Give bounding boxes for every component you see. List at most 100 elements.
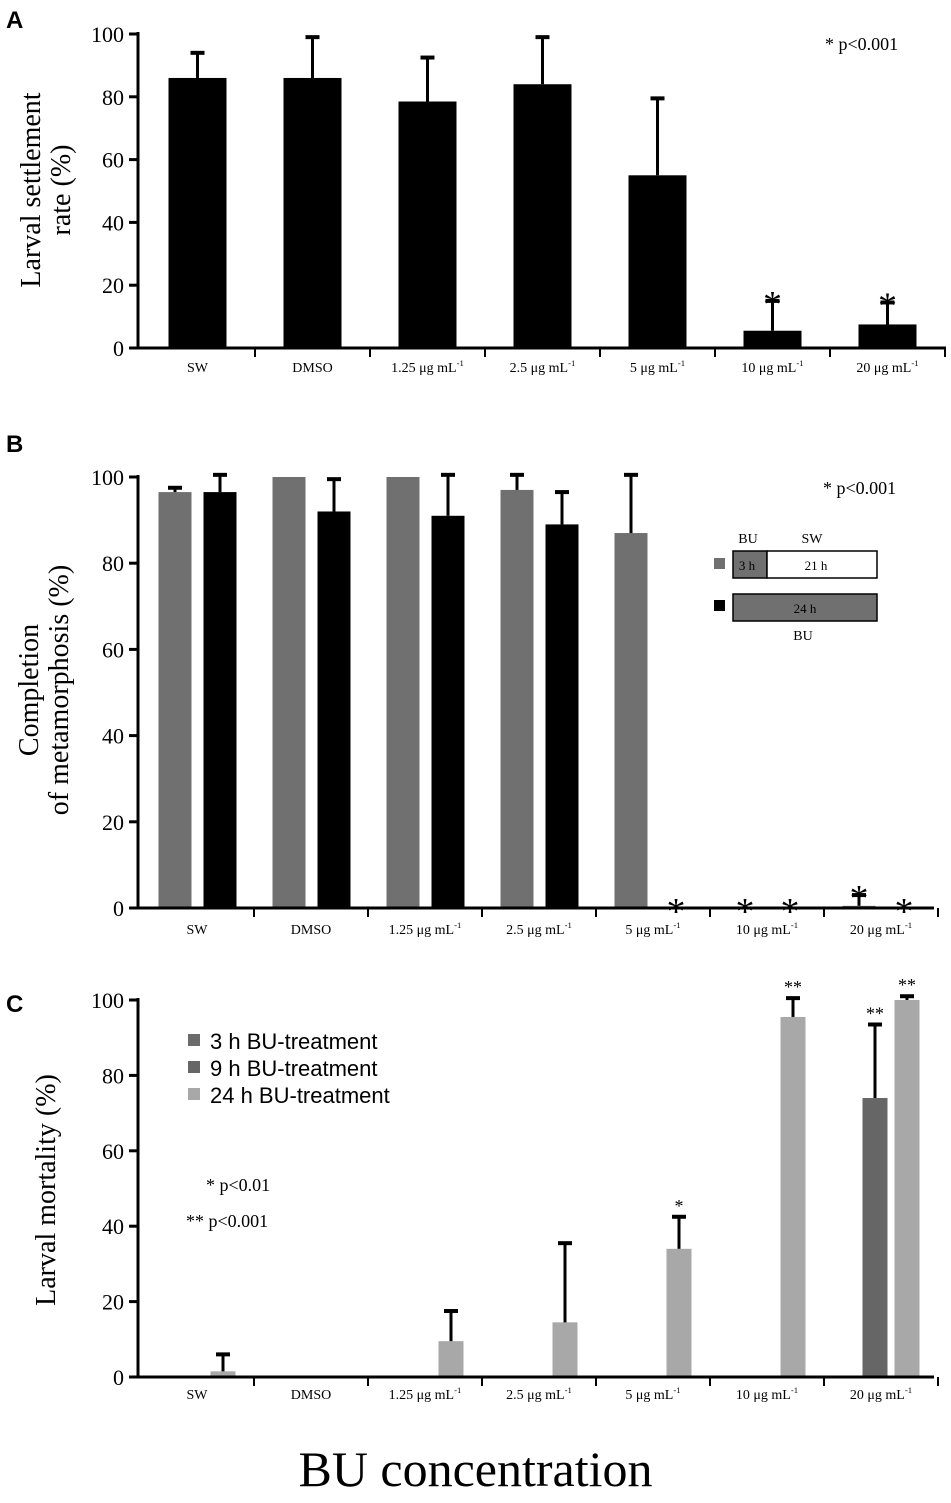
legend-swatch <box>188 1061 200 1073</box>
x-tick-label: DMSO <box>292 361 332 376</box>
bar <box>203 492 237 908</box>
bar <box>438 1341 464 1377</box>
significance-mark: ** <box>866 1004 884 1024</box>
significance-note: ** p<0.001 <box>186 1211 268 1231</box>
y-tick-label: 20 <box>102 273 124 298</box>
y-tick-label: 80 <box>102 85 124 110</box>
y-tick-label: 100 <box>91 22 124 47</box>
legend-label: 3 h BU-treatment <box>210 1029 378 1054</box>
x-tick-label: 1.25 μg mL-1 <box>391 358 464 376</box>
inset-3h-label: 3 h <box>739 558 756 573</box>
significance-mark: * <box>878 285 897 327</box>
y-tick-label: 100 <box>91 988 124 1013</box>
inset-21h-label: 21 h <box>805 558 828 573</box>
significance-mark: ** <box>784 977 802 997</box>
inset-bu-segment <box>732 550 768 579</box>
bar <box>862 1098 888 1377</box>
x-tick-label: 5 μg mL-1 <box>625 1385 680 1403</box>
bar <box>431 515 465 908</box>
y-axis-title: Larval settlement <box>16 92 47 287</box>
bar <box>858 324 917 348</box>
bar <box>780 1016 806 1377</box>
bar <box>513 84 572 349</box>
y-axis-title: Larval mortality (%) <box>31 1074 62 1306</box>
x-tick-label: SW <box>187 923 209 938</box>
y-tick-label: 80 <box>102 1063 124 1088</box>
y-tick-label: 0 <box>113 896 124 921</box>
y-tick-label: 20 <box>102 1290 124 1315</box>
y-tick-label: 80 <box>102 551 124 576</box>
significance-mark: * <box>850 878 869 920</box>
x-tick-label: 2.5 μg mL-1 <box>510 358 576 376</box>
bar <box>552 1322 578 1377</box>
y-tick-label: 60 <box>102 148 124 173</box>
legend-swatch <box>188 1034 200 1046</box>
y-tick-label: 40 <box>102 1214 124 1239</box>
inset-label-bu-bottom: BU <box>793 629 812 644</box>
bar <box>158 492 192 908</box>
panel-letter: A <box>6 7 23 34</box>
legend-swatch <box>188 1088 200 1100</box>
significance-mark: * <box>895 891 914 933</box>
y-tick-label: 100 <box>91 465 124 490</box>
significance-mark: * <box>667 891 686 933</box>
bar <box>168 77 227 349</box>
y-axis-title: Completion <box>14 624 45 756</box>
bar <box>545 524 579 908</box>
y-axis-title: rate (%) <box>46 145 77 236</box>
x-tick-label: 20 μg mL-1 <box>850 1385 912 1403</box>
y-tick-label: 0 <box>113 1365 124 1390</box>
inset-24h-label: 24 h <box>794 601 817 616</box>
bar <box>283 77 342 349</box>
bar <box>894 1000 920 1377</box>
x-tick-label: 5 μg mL-1 <box>625 920 680 938</box>
y-tick-label: 60 <box>102 637 124 662</box>
bar <box>500 489 534 908</box>
y-tick-label: 20 <box>102 810 124 835</box>
y-axis-title: of metamorphosis (%) <box>44 565 75 815</box>
x-axis-title: BU concentration <box>298 1441 653 1497</box>
panel-letter: C <box>6 991 23 1018</box>
significance-mark: * <box>736 891 755 933</box>
y-tick-label: 40 <box>102 210 124 235</box>
y-tick-label: 60 <box>102 1139 124 1164</box>
bar <box>614 533 648 908</box>
bar <box>666 1248 692 1377</box>
inset-key-gray <box>714 558 725 569</box>
significance-note: * p<0.001 <box>825 34 898 54</box>
bar <box>398 101 457 348</box>
inset-sw-segment <box>766 550 878 579</box>
legend-label: 9 h BU-treatment <box>210 1056 378 1081</box>
x-tick-label: 1.25 μg mL-1 <box>389 920 462 938</box>
significance-mark: ** <box>898 975 916 995</box>
significance-mark: * <box>781 891 800 933</box>
y-tick-label: 40 <box>102 724 124 749</box>
x-tick-label: 5 μg mL-1 <box>630 358 685 376</box>
inset-key-black <box>714 600 725 611</box>
bar <box>317 511 351 908</box>
bar <box>628 175 687 348</box>
inset-label-sw: SW <box>802 532 824 547</box>
x-tick-label: 10 μg mL-1 <box>736 920 798 938</box>
bar <box>386 477 420 908</box>
significance-mark: * <box>763 284 782 326</box>
y-tick-label: 0 <box>113 336 124 361</box>
significance-mark: * <box>675 1196 684 1216</box>
significance-note: * p<0.001 <box>823 478 896 498</box>
bar <box>210 1371 236 1377</box>
legend-label: 24 h BU-treatment <box>210 1083 390 1108</box>
x-tick-label: 2.5 μg mL-1 <box>506 1385 572 1403</box>
x-tick-label: 20 μg mL-1 <box>850 920 912 938</box>
bar <box>272 477 306 908</box>
x-tick-label: 2.5 μg mL-1 <box>506 920 572 938</box>
panel-letter: B <box>6 431 23 458</box>
x-tick-label: 1.25 μg mL-1 <box>389 1385 462 1403</box>
x-tick-label: SW <box>187 361 209 376</box>
x-tick-label: 10 μg mL-1 <box>741 358 803 376</box>
inset-label-bu: BU <box>738 532 757 547</box>
x-tick-label: 10 μg mL-1 <box>736 1385 798 1403</box>
bar <box>743 330 802 348</box>
x-tick-label: DMSO <box>291 923 331 938</box>
x-tick-label: 20 μg mL-1 <box>856 358 918 376</box>
